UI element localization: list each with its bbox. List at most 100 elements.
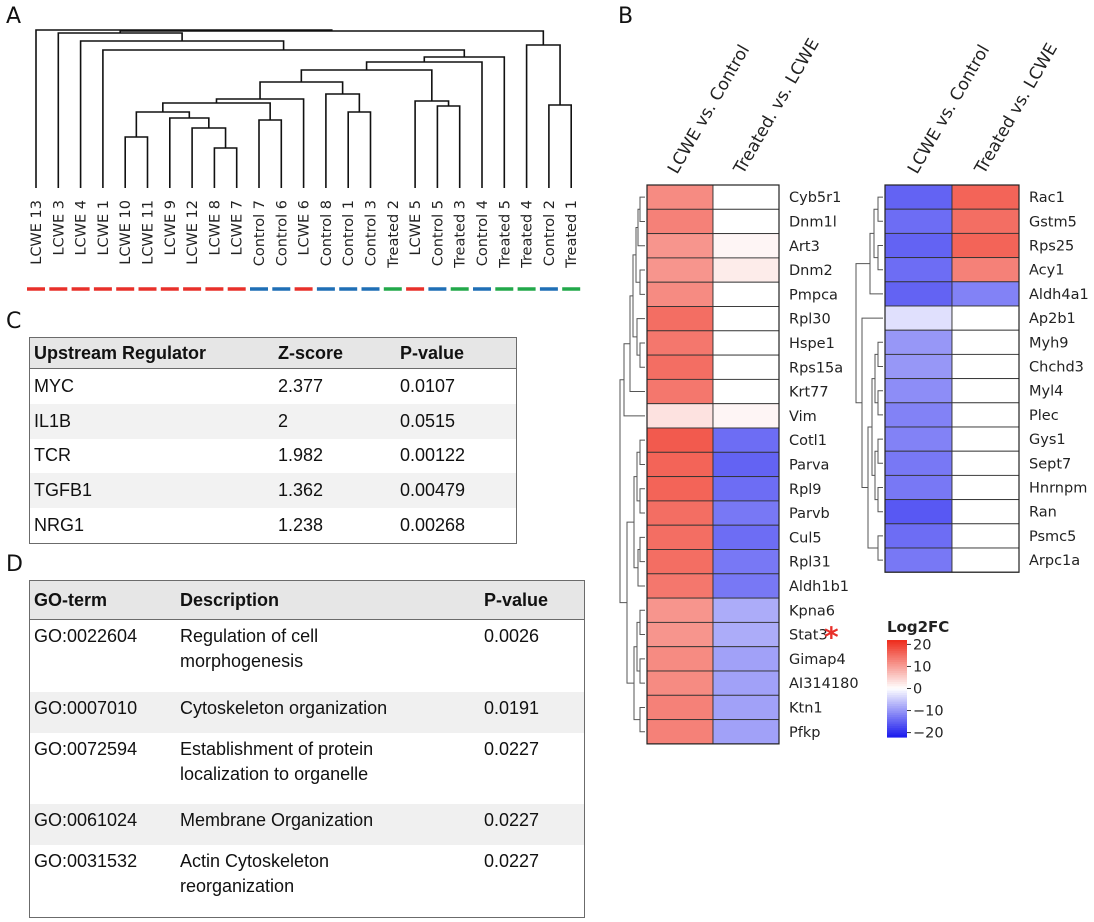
heatmap-cell [646,646,714,672]
heatmap-cell [646,208,714,235]
leaf-label: LCWE 8 [207,200,223,256]
row-dendrogram-branch [623,343,645,417]
table-row: GO:0022604 Regulation of cell morphogenes… [30,620,585,692]
description-line: Establishment of protein [180,738,374,759]
dendrogram-branch [215,98,305,188]
colorbar-tick-label: 10 [913,659,931,675]
leaf-label: LCWE 12 [185,200,201,265]
dendrogram-branch [300,69,433,101]
heatmap-cell [646,403,714,429]
row-label: Ap2b1 [1029,311,1076,327]
dendrogram-branch [423,56,506,188]
row-label: Krt77 [789,385,829,401]
heatmap-cell [951,426,1020,452]
row-label: Plec [1029,408,1059,424]
row-dendrogram-branch [877,535,883,561]
heatmap-cell [951,523,1020,549]
heatmap-cell [951,281,1020,307]
heatmap-cell [646,184,714,210]
go-term-cell: GO:0007010 [29,691,176,733]
row-dendrogram-branch [637,208,645,247]
row-label: Psmc5 [1029,529,1076,545]
header-description: Description [176,580,480,620]
colorbar-segment [887,659,907,663]
heatmap-cell [884,523,953,549]
heatmap-cell [712,208,780,235]
heatmap-cell [951,474,1020,501]
colorbar-segment [887,703,907,707]
heatmap-cell [884,305,953,331]
heatmap-cell [884,353,953,380]
heatmap-cell [884,232,953,259]
leaf-label: Control 3 [364,200,380,266]
heatmap-cell [712,330,780,356]
row-dendrogram-branch [626,521,634,684]
heatmap-cell [646,306,714,332]
heatmap-cell [712,621,780,648]
table-row: GO:0007010 Cytoskeleton organization 0.0… [29,691,585,733]
dendrogram-branch [525,44,561,188]
header-upstream-regulator: Upstream Regulator [29,337,274,369]
description-line: reorganization [180,876,295,897]
dendrogram-branch [124,136,149,188]
colorbar-segment [887,701,907,705]
heatmap-cell [646,233,714,259]
heatmap-cell [646,549,714,575]
row-dendrogram-branch [619,379,627,604]
row-label: Rpl31 [789,555,831,571]
colorbar-segment [887,723,907,727]
row-dendrogram-branch [877,487,883,513]
row-label: Gimap4 [789,652,846,668]
panel-label-d: D [6,552,23,577]
leaf-label: Treated 4 [520,200,536,269]
heatmap-cell [884,281,953,307]
heatmap-cell [884,378,953,404]
row-label: Cotl1 [789,433,827,449]
upstream-regulator-table: Upstream Regulator Z-score P-value MYC 2… [29,337,517,544]
colorbar-segment [887,719,907,723]
p-value-cell: 0.0227 [484,851,540,872]
description-cell: Actin Cytoskeleton reorganization [176,845,480,917]
colorbar-tick-label: −20 [913,726,944,742]
description-line: Actin Cytoskeleton [180,851,330,872]
colorbar-segment [887,692,907,696]
heatmap-cell [951,402,1020,428]
colorbar-segment [887,725,907,729]
colorbar-segment [887,688,907,692]
table-row: GO:0031532 Actin Cytoskeleton reorganizat… [30,845,585,917]
row-dendrogram-branch [639,439,645,465]
dendrogram-branch [347,111,372,188]
dendrogram-branch [414,100,450,188]
heatmap-cell [712,354,780,380]
row-dendrogram-branch [877,438,883,464]
colorbar-segment [887,706,907,709]
leaf-label: LCWE 3 [51,200,67,256]
row-dendrogram-branch [855,263,870,404]
stat3-asterisk-icon: * [824,621,839,654]
row-label: Aldh4a1 [1029,287,1089,303]
heatmap-cell [646,427,714,453]
heatmap-cell [712,597,780,623]
heatmap-cell [951,305,1020,331]
colorbar-segment [887,710,907,714]
table-header-row: GO-term Description P-value [29,580,585,620]
colorbar-segment [887,664,907,668]
heatmap-cell [951,499,1020,525]
leaf-label: LCWE 9 [163,200,179,256]
table-row: TGFB1 1.362 0.00479 [29,473,517,509]
dendrogram-branch [191,127,227,188]
leaf-label: LCWE 11 [141,200,157,265]
heatmap-cell [646,476,714,502]
colorbar-segment [887,684,907,687]
row-label: Dnm1l [789,214,837,230]
leaf-label: Treated 2 [386,200,402,269]
leaf-label: Treated 1 [564,200,580,269]
row-dendrogram-branch [867,426,878,549]
colorbar-segment [887,717,907,720]
colorbar-segment [887,657,907,661]
colorbar-tick-label: 20 [913,637,931,653]
dendrogram-branch [259,81,344,99]
table-row: GO:0061024 Membrane Organization 0.0227 [29,804,585,846]
row-label: Sept7 [1029,456,1071,472]
row-label: Parvb [789,506,830,522]
